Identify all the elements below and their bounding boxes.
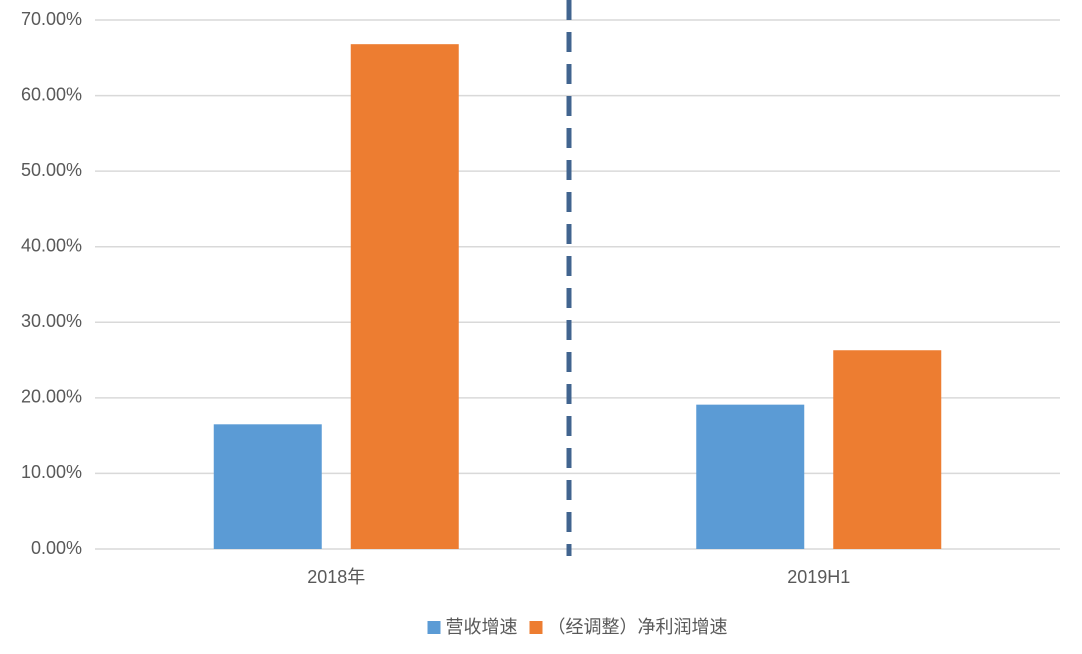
y-tick-label: 40.00%: [21, 235, 82, 255]
legend-swatch: [427, 621, 441, 634]
legend-label: 营收增速: [446, 617, 518, 637]
bar: [350, 44, 459, 549]
x-tick-label: 2019H1: [787, 567, 850, 587]
y-tick-label: 70.00%: [21, 9, 82, 29]
y-tick-label: 10.00%: [21, 462, 82, 482]
y-tick-label: 0.00%: [31, 538, 82, 558]
y-tick-label: 30.00%: [21, 311, 82, 331]
bar: [833, 350, 942, 549]
bar: [213, 424, 322, 549]
x-tick-label: 2018年: [307, 567, 365, 587]
bar: [696, 404, 805, 549]
y-tick-label: 60.00%: [21, 84, 82, 104]
y-tick-label: 20.00%: [21, 387, 82, 407]
legend-label: （经调整）净利润增速: [548, 617, 728, 637]
y-tick-label: 50.00%: [21, 160, 82, 180]
legend-swatch: [529, 621, 543, 634]
